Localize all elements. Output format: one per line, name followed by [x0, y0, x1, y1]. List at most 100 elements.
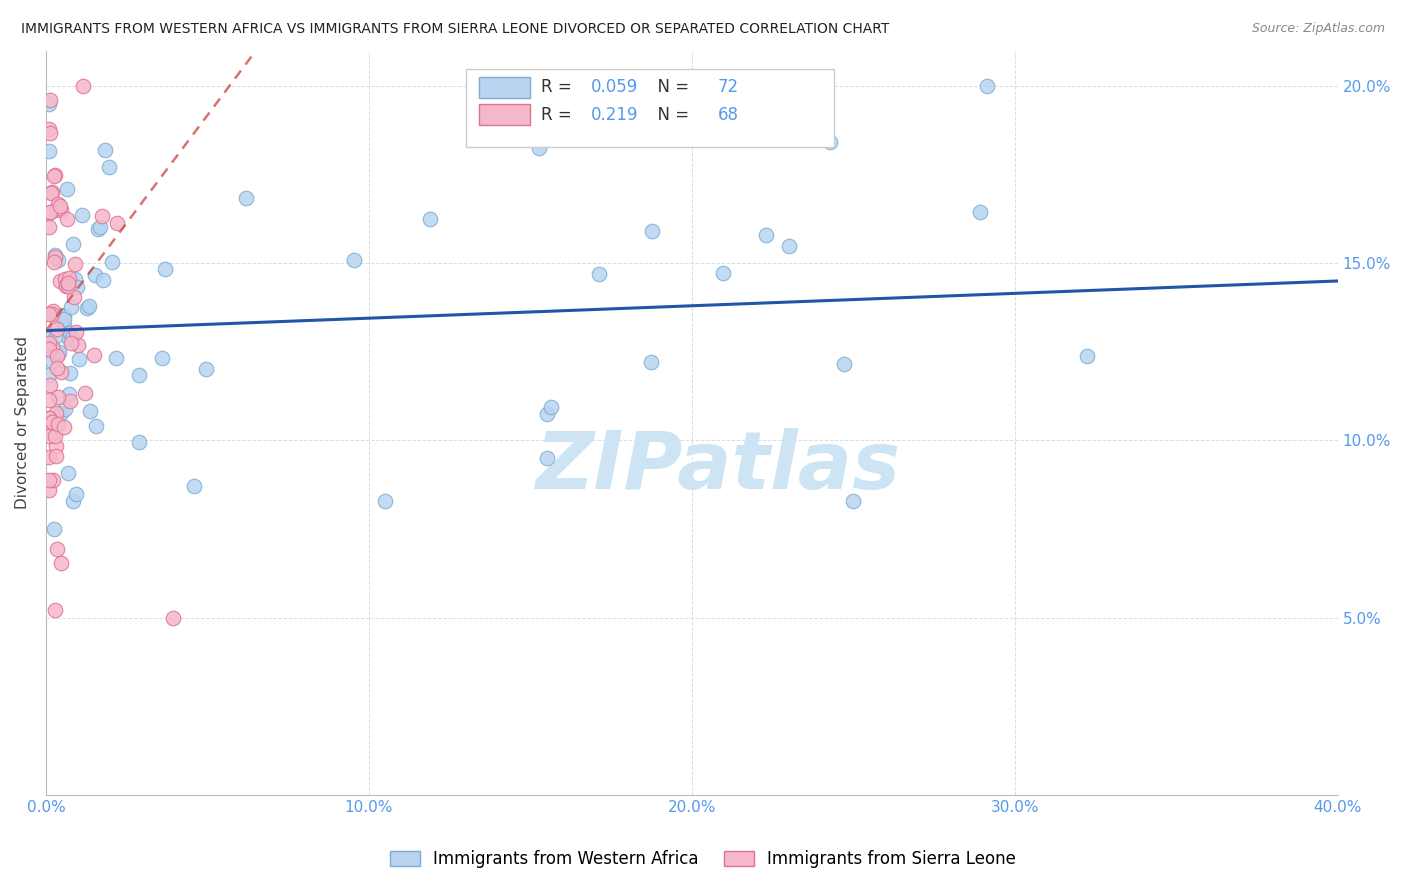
Point [46, 417, 69, 432]
Y-axis label: Divorced or Separated: Divorced or Separated [15, 336, 30, 509]
Point [38, 145, 60, 159]
Point [976, 79, 998, 94]
Point [44, 248, 66, 262]
Point [41, 340, 63, 354]
Point [91, 273, 114, 287]
Point [72, 79, 94, 94]
Point [45, 329, 67, 343]
Point [48, 202, 70, 216]
Point [83, 347, 105, 361]
Point [59, 326, 82, 340]
Point [46, 361, 69, 376]
Text: 68: 68 [717, 106, 738, 124]
Point [44, 428, 66, 442]
Point [38, 307, 60, 321]
Point [162, 610, 184, 624]
Point [41, 353, 63, 368]
Point [89, 219, 111, 234]
Point [55, 277, 77, 292]
Point [93, 143, 115, 157]
Point [45, 322, 67, 336]
Point [58, 466, 80, 480]
Point [59, 394, 82, 409]
Point [52, 309, 75, 323]
Point [49, 556, 72, 570]
Point [42, 427, 65, 442]
Text: R =: R = [541, 106, 576, 124]
Point [183, 479, 205, 493]
Point [42, 522, 65, 536]
Point [52, 419, 75, 434]
Point [778, 238, 800, 252]
Point [59, 366, 82, 380]
Text: 72: 72 [717, 78, 738, 96]
Point [38, 206, 60, 220]
Point [588, 268, 610, 282]
Point [67, 351, 90, 366]
Point [65, 486, 87, 500]
Point [41, 415, 63, 429]
Point [755, 227, 778, 242]
Point [342, 253, 364, 268]
Point [58, 386, 80, 401]
Point [44, 168, 66, 182]
Point [58, 332, 80, 346]
Point [46, 253, 69, 268]
Point [42, 473, 65, 487]
Point [42, 169, 65, 184]
Point [91, 209, 114, 223]
Point [44, 255, 66, 269]
Point [45, 449, 67, 463]
Point [1076, 349, 1098, 363]
Point [969, 205, 991, 219]
Point [38, 411, 60, 425]
Point [55, 181, 77, 195]
Point [38, 121, 60, 136]
Point [842, 493, 865, 508]
Point [73, 386, 96, 401]
Point [55, 279, 77, 293]
Point [46, 349, 69, 363]
Point [38, 425, 60, 439]
Point [38, 393, 60, 408]
Point [641, 224, 664, 238]
Point [128, 368, 150, 382]
Point [38, 93, 60, 107]
Point [640, 355, 662, 369]
Text: ZIPatlas: ZIPatlas [536, 428, 900, 507]
Point [128, 434, 150, 449]
Point [540, 400, 562, 414]
Point [87, 222, 110, 236]
Point [58, 278, 80, 293]
Point [536, 451, 558, 466]
Point [235, 191, 257, 205]
FancyBboxPatch shape [465, 70, 834, 147]
Point [62, 290, 84, 304]
Point [46, 390, 69, 404]
Point [77, 299, 100, 313]
Point [49, 274, 72, 288]
Point [49, 203, 72, 218]
Point [155, 261, 177, 276]
Point [529, 141, 551, 155]
Point [194, 362, 217, 376]
Point [711, 266, 734, 280]
Point [44, 203, 66, 218]
Point [38, 429, 60, 443]
Point [48, 347, 70, 361]
Point [38, 343, 60, 357]
Point [44, 250, 66, 264]
Point [56, 212, 79, 227]
Point [41, 186, 63, 200]
Point [105, 351, 128, 365]
Point [38, 220, 60, 235]
Point [70, 208, 93, 222]
Point [84, 268, 107, 282]
Point [60, 300, 83, 314]
Point [101, 255, 124, 269]
Point [45, 542, 67, 557]
Point [49, 406, 72, 420]
Point [38, 378, 60, 392]
Point [52, 308, 75, 322]
Point [58, 270, 80, 285]
